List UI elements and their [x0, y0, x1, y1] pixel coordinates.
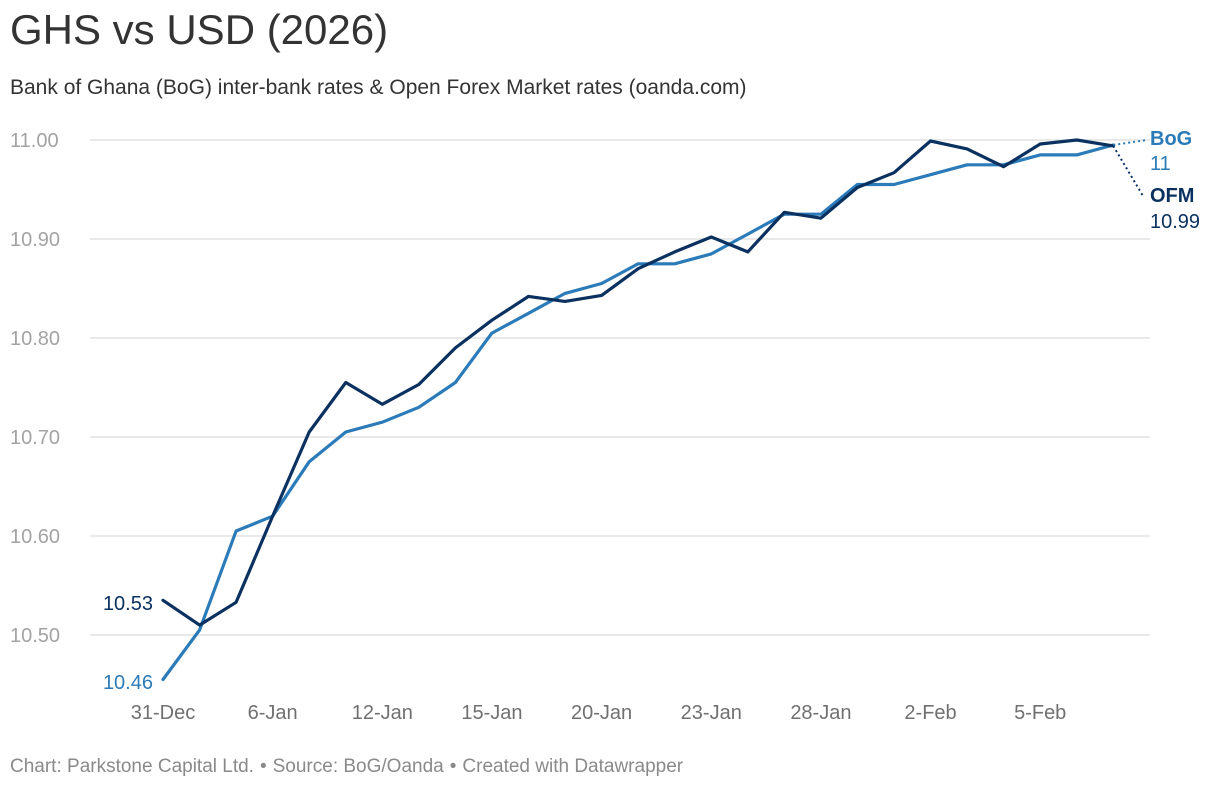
series-lines: [161, 138, 1115, 682]
x-tick-label: 31-Dec: [131, 702, 195, 724]
y-tick-label: 11.00: [10, 130, 59, 152]
gridlines: [90, 139, 1150, 636]
chart-subtitle: Bank of Ghana (BoG) inter-bank rates & O…: [10, 76, 747, 99]
ofm-end-name: OFM: [1150, 185, 1194, 207]
footer-separator-1: •: [259, 756, 267, 777]
y-tick-label: 10.80: [10, 328, 60, 350]
bog-start-value: 10.46: [103, 672, 153, 694]
y-tick-label: 10.60: [10, 526, 60, 548]
bog-end-value: 11: [1150, 153, 1171, 175]
y-tick-label: 10.90: [10, 229, 60, 251]
footer-tool: Created with Datawrapper: [462, 756, 684, 777]
ofm-start-value: 10.53: [103, 593, 153, 615]
line-chart: 10.50 10.60 10.70 10.80 10.90 11.00 31-Dec 6-J…: [10, 128, 1200, 724]
y-tick-label: 10.50: [10, 625, 60, 647]
y-tick-label: 10.70: [10, 427, 60, 449]
x-axis-ticks: 31-Dec 6-Jan 12-Jan 15-Jan 20-Jan 23-Jan 28-Ja…: [131, 702, 1067, 724]
series-labels: BoG 11 OFM 10.99 10.53 10.46: [103, 128, 1200, 694]
footer-source: Source: BoG/Oanda: [272, 756, 444, 777]
series-line-bog: [161, 143, 1115, 682]
x-tick-label: 12-Jan: [352, 702, 413, 724]
chart-footer: Chart: Parkstone Capital Ltd. • Source: Bo…: [10, 756, 683, 778]
x-tick-label: 15-Jan: [461, 702, 522, 724]
x-tick-label: 5-Feb: [1014, 702, 1066, 724]
x-tick-label: 6-Jan: [248, 702, 298, 724]
chart-title: GHS vs USD (2026): [10, 6, 389, 53]
x-tick-label: 20-Jan: [571, 702, 632, 724]
footer-separator-2: •: [449, 756, 457, 777]
x-tick-label: 28-Jan: [790, 702, 851, 724]
ofm-end-value: 10.99: [1150, 211, 1200, 233]
x-tick-label: 23-Jan: [681, 702, 742, 724]
series-line-ofm: [161, 138, 1115, 627]
x-tick-label: 2-Feb: [904, 702, 956, 724]
bog-end-name: BoG: [1150, 128, 1192, 150]
ofm-leader-line: [1112, 145, 1144, 197]
y-axis-ticks: 10.50 10.60 10.70 10.80 10.90 11.00: [10, 130, 60, 647]
footer-credit: Chart: Parkstone Capital Ltd.: [10, 756, 254, 777]
bog-leader-line: [1113, 139, 1148, 146]
